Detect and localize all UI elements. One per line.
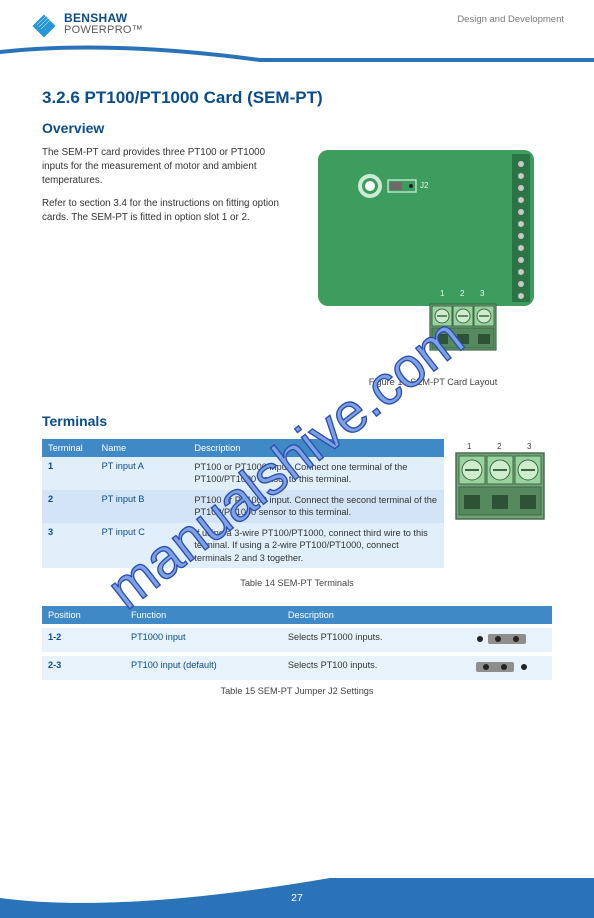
table-caption-15: Table 15 SEM-PT Jumper J2 Settings — [42, 686, 552, 696]
terminals-heading: Terminals — [42, 413, 552, 429]
svg-text:1: 1 — [467, 442, 472, 451]
table-row: 1-2 PT1000 input Selects PT1000 inputs. — [42, 626, 552, 654]
section-crumb: Design and Development — [457, 12, 564, 25]
jumper-pos-1-2-icon — [474, 632, 534, 646]
terminal-block-icon: 1 2 3 — [454, 439, 546, 525]
page-number: 27 — [291, 892, 303, 904]
table-row: 2 PT input B PT100 or PT1000 input. Conn… — [42, 490, 444, 523]
figure-caption-14: Figure 14 SEM-PT Card Layout — [314, 377, 552, 387]
page-content: 3.2.6 PT100/PT1000 Card (SEM-PT) Overvie… — [0, 58, 594, 696]
terminals-table: Terminal Name Description 1 PT input A P… — [42, 439, 444, 568]
svg-text:3: 3 — [527, 442, 532, 451]
page-footer: 27 — [0, 862, 594, 918]
sem-pt-board-icon: J2 1 2 3 — [314, 146, 552, 366]
brand-name: BENSHAW — [64, 12, 143, 25]
table-header: Description — [282, 606, 468, 626]
jumper-table: Position Function Description 1-2 PT1000… — [42, 606, 552, 680]
logo-diamond-icon — [30, 12, 58, 40]
table-row: 2-3 PT100 input (default) Selects PT100 … — [42, 654, 552, 680]
table-header: Function — [125, 606, 282, 626]
board-figure: J2 1 2 3 — [314, 146, 552, 387]
table-header: Description — [188, 439, 444, 457]
table-header: Terminal — [42, 439, 96, 457]
svg-text:3: 3 — [480, 289, 485, 298]
table-row: 1 PT input A PT100 or PT1000 input. Conn… — [42, 457, 444, 490]
table-header — [468, 606, 552, 626]
svg-text:J2: J2 — [420, 181, 429, 190]
svg-text:2: 2 — [497, 442, 502, 451]
brand-logo: BENSHAW POWERPRO™ — [30, 12, 143, 40]
section-title: 3.2.6 PT100/PT1000 Card (SEM-PT) — [42, 88, 552, 108]
svg-text:1: 1 — [440, 289, 445, 298]
brand-sub: POWERPRO™ — [64, 25, 143, 37]
header-bar: BENSHAW POWERPRO™ Design and Development — [0, 0, 594, 58]
overview-para-2: Refer to section 3.4 for the instruction… — [42, 197, 292, 225]
table-header: Position — [42, 606, 125, 626]
table-row: 3 PT input C If using a 3-wire PT100/PT1… — [42, 523, 444, 568]
overview-para-1: The SEM-PT card provides three PT100 or … — [42, 146, 292, 189]
terminal-block-diagram: 1 2 3 — [454, 439, 546, 530]
table-header: Name — [96, 439, 189, 457]
jumper-pos-2-3-icon — [474, 660, 534, 674]
svg-text:2: 2 — [460, 289, 465, 298]
overview-heading: Overview — [42, 120, 552, 136]
table-caption-14: Table 14 SEM-PT Terminals — [42, 578, 552, 588]
